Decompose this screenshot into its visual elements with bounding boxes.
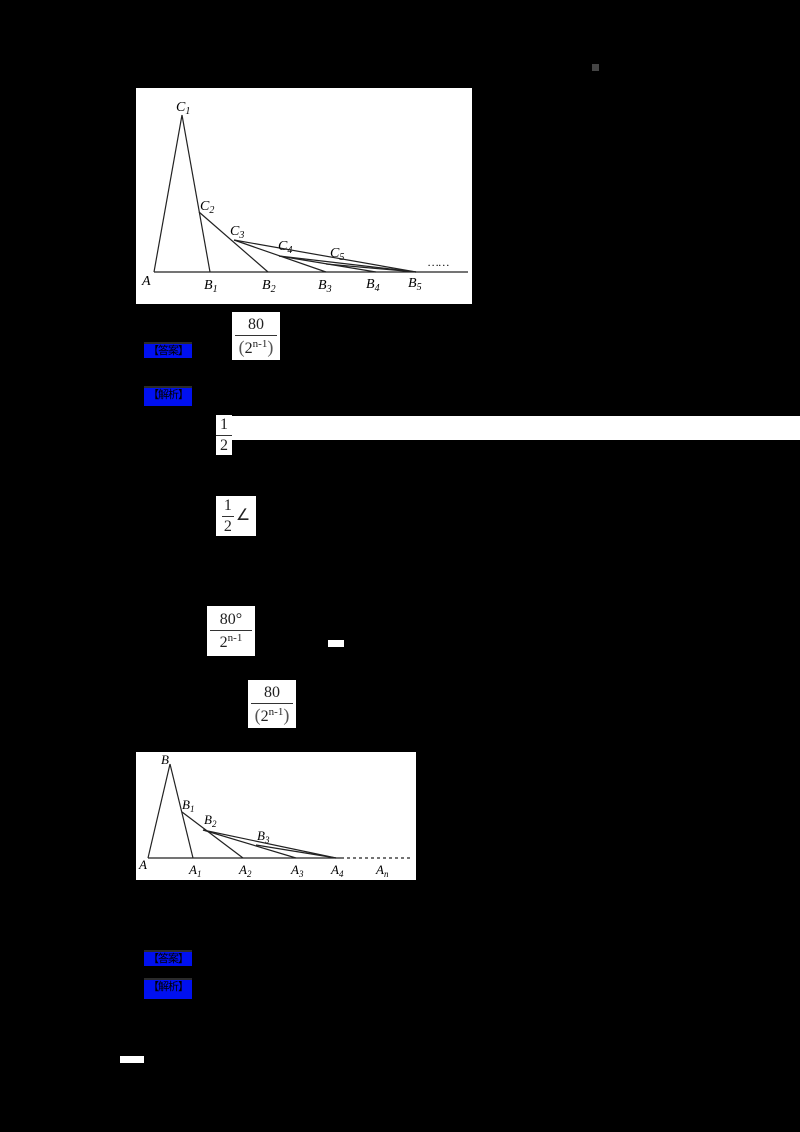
ellipsis: …… bbox=[428, 255, 449, 269]
label-c4: C4 bbox=[278, 239, 292, 256]
label-a3: A3 bbox=[290, 862, 304, 879]
angle-symbol: ∠ bbox=[235, 507, 251, 524]
analysis-badge-1: 【解析】 bbox=[144, 386, 192, 406]
label-an: An bbox=[375, 862, 389, 879]
figure-a-diagram: B B1 B2 B3 A A1 A2 A3 A4 An bbox=[138, 752, 411, 879]
answer-fraction-1: 80 (2n-1) bbox=[232, 312, 280, 360]
label-a: A bbox=[138, 857, 147, 872]
label-b5: B5 bbox=[408, 276, 422, 293]
label-a2: A2 bbox=[238, 862, 252, 879]
label-b: B bbox=[161, 752, 169, 767]
figure-c-diagram: C1 C2 C3 C4 C5 A B1 B2 B3 B4 B5 …… bbox=[141, 100, 468, 295]
label-b4: B4 bbox=[366, 277, 380, 294]
answer-fraction-2: 80 (2n-1) bbox=[248, 680, 296, 728]
label-b1: B1 bbox=[204, 278, 218, 295]
label-a1: A1 bbox=[188, 862, 201, 879]
half-angle-fraction: 1 2 ∠ bbox=[216, 496, 256, 536]
label-c2: C2 bbox=[200, 199, 214, 216]
placeholder-box bbox=[328, 640, 344, 647]
answer-badge-1: 【答案】 bbox=[144, 342, 192, 358]
label-c5: C5 bbox=[330, 246, 344, 263]
label-a4: A4 bbox=[330, 862, 344, 879]
highlight-strip bbox=[232, 416, 800, 440]
label-c1: C1 bbox=[176, 100, 190, 117]
placeholder-box-bottom bbox=[120, 1056, 144, 1063]
label-a: A bbox=[141, 274, 151, 289]
label-b2: B2 bbox=[262, 278, 276, 295]
label-b3: B3 bbox=[257, 828, 270, 845]
figure-triangles-a: B B1 B2 B3 A A1 A2 A3 A4 An bbox=[136, 752, 416, 880]
analysis-badge-2: 【解析】 bbox=[144, 978, 192, 999]
label-b3: B3 bbox=[318, 278, 332, 295]
label-b1: B1 bbox=[182, 797, 194, 814]
answer-badge-2: 【答案】 bbox=[144, 950, 192, 966]
label-c3: C3 bbox=[230, 224, 244, 241]
page-marker bbox=[592, 64, 599, 71]
figure-triangles-c: C1 C2 C3 C4 C5 A B1 B2 B3 B4 B5 …… bbox=[136, 88, 472, 304]
half-fraction-1: 1 2 bbox=[216, 415, 232, 455]
label-b2: B2 bbox=[204, 812, 217, 829]
degree-fraction: 80° 2n-1 bbox=[207, 606, 255, 656]
